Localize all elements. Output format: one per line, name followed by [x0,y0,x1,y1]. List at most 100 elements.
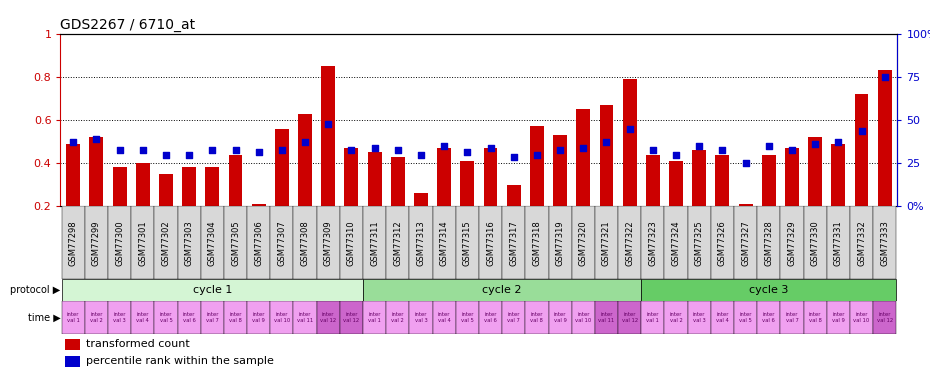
Point [483,145,498,151]
Text: GSM77316: GSM77316 [486,220,495,266]
FancyBboxPatch shape [525,301,549,334]
Bar [367,152,381,249]
Point [807,141,822,147]
Text: inter
val 4: inter val 4 [716,312,729,323]
FancyBboxPatch shape [827,301,850,334]
Text: inter
val 6: inter val 6 [763,312,776,323]
FancyBboxPatch shape [642,206,664,279]
Point [622,126,637,132]
FancyBboxPatch shape [850,301,873,334]
Bar [299,114,312,249]
Text: GSM77299: GSM77299 [92,220,100,266]
Text: inter
val 4: inter val 4 [137,312,149,323]
Text: inter
val 12: inter val 12 [343,312,360,323]
Text: GSM77331: GSM77331 [834,220,843,266]
FancyBboxPatch shape [85,301,108,334]
Bar [136,163,150,249]
Text: GSM77330: GSM77330 [811,220,819,266]
Bar [206,167,219,249]
FancyBboxPatch shape [154,206,178,279]
Text: GSM77314: GSM77314 [440,220,448,266]
FancyBboxPatch shape [711,206,734,279]
Point [830,139,845,145]
Text: GSM77329: GSM77329 [788,220,796,266]
FancyBboxPatch shape [201,301,224,334]
Point [391,147,405,153]
FancyBboxPatch shape [687,206,711,279]
Text: GSM77305: GSM77305 [231,220,240,266]
Text: inter
val 5: inter val 5 [160,312,172,323]
Point [877,74,892,80]
FancyBboxPatch shape [572,301,595,334]
Text: GSM77312: GSM77312 [393,220,403,266]
Text: GSM77301: GSM77301 [139,220,147,266]
Bar [229,154,243,249]
Bar [623,79,637,249]
FancyBboxPatch shape [873,206,897,279]
Bar [785,148,799,249]
Text: GSM77300: GSM77300 [115,220,124,266]
Bar [878,70,892,249]
Point [576,145,591,151]
Text: inter
val 5: inter val 5 [739,312,752,323]
Bar [808,137,822,249]
Text: inter
val 10: inter val 10 [575,312,591,323]
FancyBboxPatch shape [316,301,339,334]
Bar [252,204,266,249]
FancyBboxPatch shape [549,301,572,334]
Bar [484,148,498,249]
Bar [507,185,521,249]
Point [228,147,243,153]
Bar [159,174,173,249]
FancyBboxPatch shape [502,301,525,334]
FancyBboxPatch shape [247,206,271,279]
Bar [577,109,591,249]
Text: GSM77328: GSM77328 [764,220,773,266]
Text: GSM77298: GSM77298 [69,220,78,266]
Point [599,139,614,145]
FancyBboxPatch shape [456,301,479,334]
Bar [344,148,358,249]
FancyBboxPatch shape [549,206,572,279]
Text: inter
val 6: inter val 6 [485,312,497,323]
Point [506,154,521,160]
Bar [275,129,289,249]
FancyBboxPatch shape [294,301,316,334]
Point [645,147,660,153]
FancyBboxPatch shape [224,301,247,334]
Bar [553,135,567,249]
Text: inter
val 10: inter val 10 [273,312,290,323]
Point [113,147,127,153]
FancyBboxPatch shape [664,301,687,334]
Point [89,136,104,142]
FancyBboxPatch shape [409,301,432,334]
Point [158,152,173,157]
Point [205,147,219,153]
Text: GSM77324: GSM77324 [671,220,681,266]
FancyBboxPatch shape [61,206,85,279]
FancyBboxPatch shape [201,206,224,279]
FancyBboxPatch shape [432,301,456,334]
FancyBboxPatch shape [873,301,897,334]
FancyBboxPatch shape [363,206,386,279]
FancyBboxPatch shape [595,206,618,279]
FancyBboxPatch shape [804,206,827,279]
FancyBboxPatch shape [271,301,294,334]
FancyBboxPatch shape [804,301,827,334]
Text: GSM77332: GSM77332 [857,220,866,266]
Text: GSM77310: GSM77310 [347,220,356,266]
Text: GSM77321: GSM77321 [602,220,611,266]
Text: GSM77313: GSM77313 [417,220,426,266]
FancyBboxPatch shape [642,301,664,334]
FancyBboxPatch shape [827,206,850,279]
FancyBboxPatch shape [595,301,618,334]
Bar [600,105,614,249]
Text: cycle 2: cycle 2 [483,285,522,295]
Bar [391,157,405,249]
Text: GSM77317: GSM77317 [510,220,518,266]
FancyBboxPatch shape [711,301,734,334]
Text: inter
val 12: inter val 12 [877,312,893,323]
Point [529,152,544,157]
Text: GSM77306: GSM77306 [254,220,263,266]
Point [344,147,359,153]
